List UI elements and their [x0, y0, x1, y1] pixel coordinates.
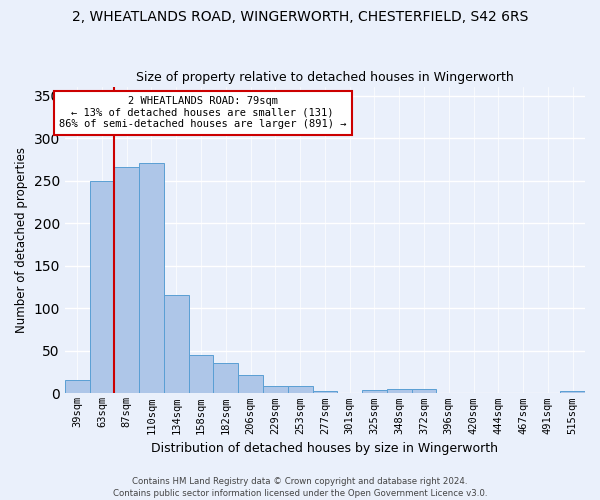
Title: Size of property relative to detached houses in Wingerworth: Size of property relative to detached ho… — [136, 72, 514, 85]
Bar — [412, 389, 436, 394]
Text: Contains HM Land Registry data © Crown copyright and database right 2024.
Contai: Contains HM Land Registry data © Crown c… — [113, 476, 487, 498]
Bar — [214, 363, 238, 394]
Bar — [188, 355, 214, 394]
Bar — [139, 163, 164, 394]
Text: 2 WHEATLANDS ROAD: 79sqm
← 13% of detached houses are smaller (131)
86% of semi-: 2 WHEATLANDS ROAD: 79sqm ← 13% of detach… — [59, 96, 346, 130]
Y-axis label: Number of detached properties: Number of detached properties — [15, 147, 28, 333]
Bar — [238, 374, 263, 394]
Bar — [560, 391, 585, 394]
Bar — [313, 391, 337, 394]
Bar — [263, 386, 288, 394]
X-axis label: Distribution of detached houses by size in Wingerworth: Distribution of detached houses by size … — [151, 442, 499, 455]
Bar — [362, 390, 387, 394]
Bar — [164, 294, 188, 394]
Bar — [65, 380, 89, 394]
Bar — [387, 389, 412, 394]
Bar — [288, 386, 313, 394]
Text: 2, WHEATLANDS ROAD, WINGERWORTH, CHESTERFIELD, S42 6RS: 2, WHEATLANDS ROAD, WINGERWORTH, CHESTER… — [72, 10, 528, 24]
Bar — [115, 167, 139, 394]
Bar — [89, 180, 115, 394]
